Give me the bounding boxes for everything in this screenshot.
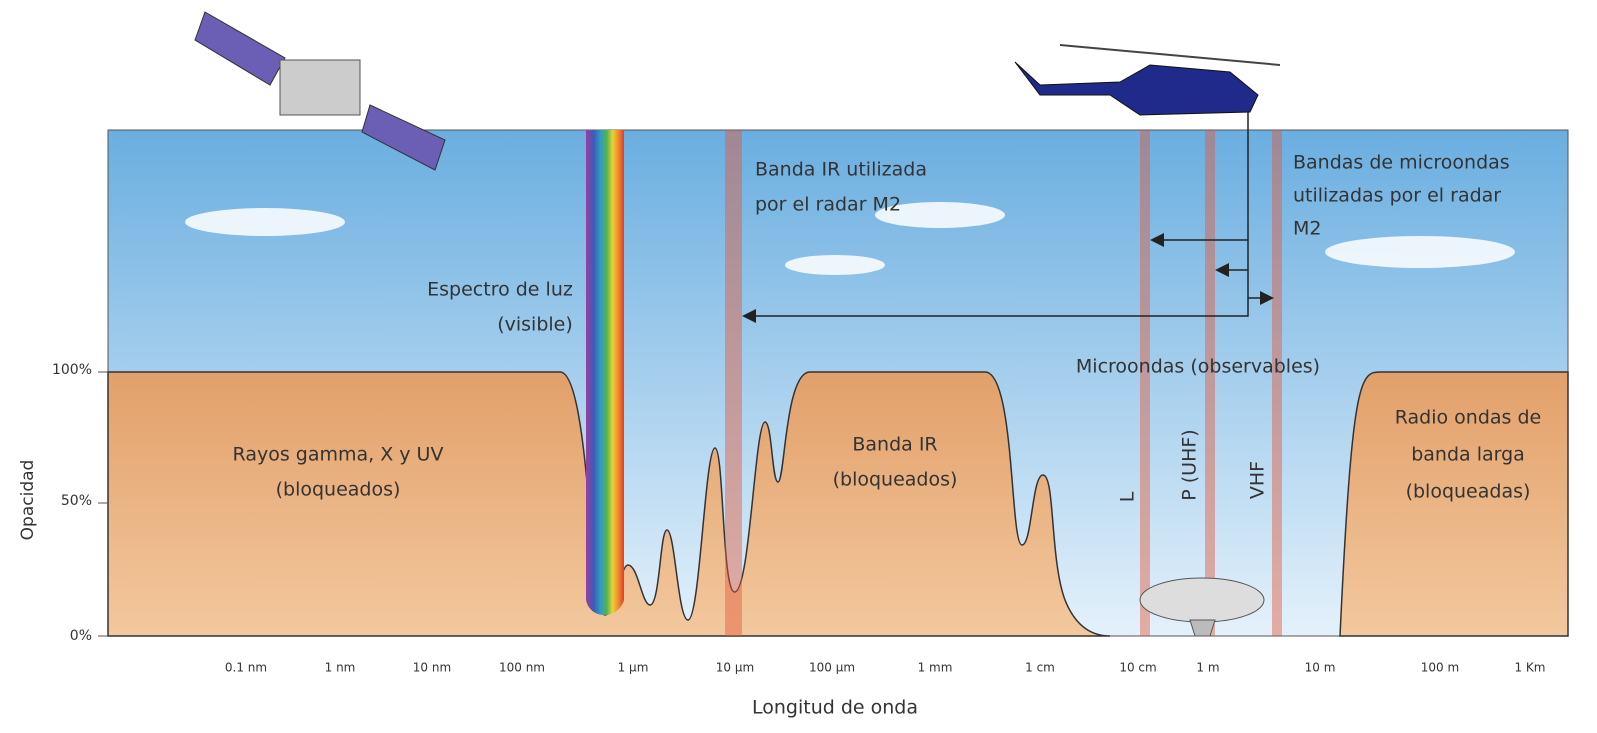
y-tick-label: 0% [70, 628, 92, 644]
x-tick-label: 100 µm [809, 661, 855, 675]
helicopter [1015, 45, 1280, 115]
band-label: L [1117, 491, 1139, 502]
helicopter-body [1015, 62, 1258, 115]
cloud [1325, 236, 1515, 268]
label: (visible) [497, 314, 573, 336]
satellite-body [280, 60, 360, 115]
x-tick-label: 1 Km [1514, 661, 1545, 675]
x-tick-label: 1 cm [1025, 661, 1055, 675]
label: Rayos gamma, X y UV [233, 444, 444, 466]
ir-band [725, 130, 742, 636]
label: por el radar M2 [755, 194, 901, 216]
band-label: VHF [1247, 461, 1269, 499]
label: (bloqueados) [833, 469, 958, 491]
label: Bandas de microondas [1293, 152, 1510, 174]
x-tick-label: 1 m [1196, 661, 1219, 675]
x-tick-label: 100 nm [499, 661, 545, 675]
x-ticks: 0.1 nm 1 nm 10 nm 100 nm 1 µm 10 µm 100 µm 1 mm… [225, 661, 1546, 675]
diagram: 100% 50% 0% Opacidad 0.1 nm 1 nm 10 nm 100 … [0, 0, 1597, 733]
label: Radio ondas de [1395, 407, 1542, 429]
x-tick-label: 10 cm [1119, 661, 1156, 675]
x-tick-label: 10 nm [413, 661, 451, 675]
x-tick-label: 10 µm [716, 661, 754, 675]
x-tick-label: 100 m [1421, 661, 1459, 675]
label: (bloqueadas) [1406, 481, 1531, 503]
vhf-band [1272, 130, 1282, 636]
label: Espectro de luz [427, 279, 573, 301]
y-tick-label: 50% [61, 493, 92, 509]
solar-panel [195, 12, 285, 85]
label: banda larga [1411, 444, 1525, 466]
x-tick-label: 10 m [1305, 661, 1336, 675]
label: Banda IR [852, 434, 937, 456]
dish [1140, 578, 1264, 622]
x-tick-label: 0.1 nm [225, 661, 267, 675]
x-tick-label: 1 nm [325, 661, 356, 675]
y-axis-label: Opacidad [18, 460, 38, 541]
visible-spectrum [586, 130, 624, 615]
dish-base [1190, 620, 1215, 636]
label: (bloqueados) [276, 479, 401, 501]
x-tick-label: 1 µm [618, 661, 649, 675]
cloud [185, 208, 345, 236]
y-tick-label: 100% [52, 362, 92, 378]
band-label: P (UHF) [1179, 429, 1201, 500]
rotor [1060, 45, 1280, 65]
x-tick-label: 1 mm [918, 661, 953, 675]
cloud [785, 255, 885, 275]
x-axis-label: Longitud de onda [752, 697, 918, 719]
l-band [1140, 130, 1150, 636]
label: utilizadas por el radar [1293, 185, 1501, 207]
label: Banda IR utilizada [755, 159, 927, 181]
label: M2 [1293, 218, 1321, 240]
p-band [1205, 130, 1215, 636]
label: Microondas (observables) [1076, 356, 1320, 378]
